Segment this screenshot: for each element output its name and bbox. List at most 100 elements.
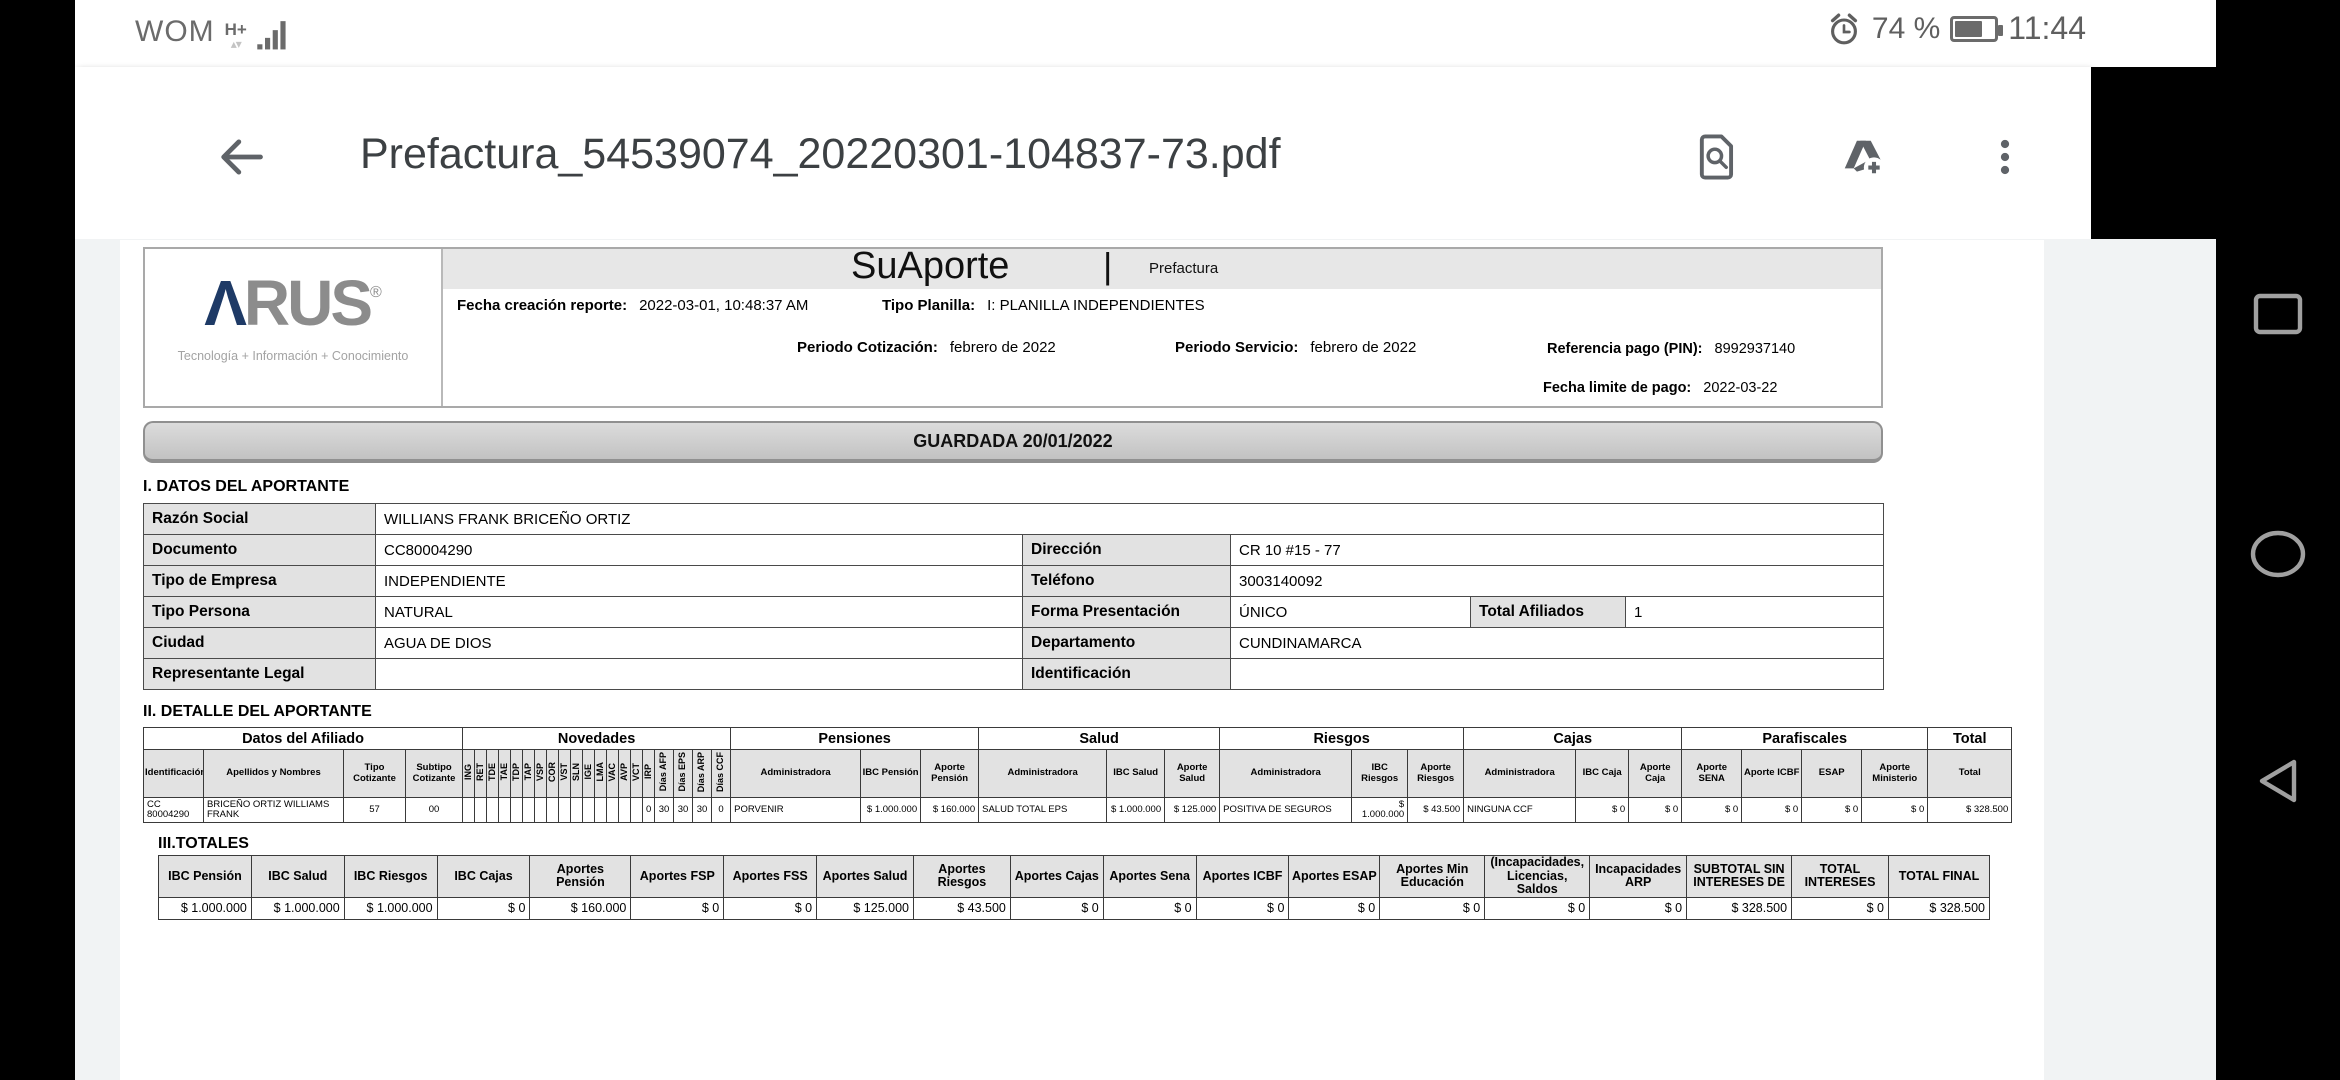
cell: $ 1.000.000	[1106, 797, 1166, 823]
back-button[interactable]	[2250, 753, 2306, 809]
arus-logo: ΛRUS® Tecnología + Información + Conocim…	[145, 249, 443, 406]
column-group: Cajas	[1463, 727, 1683, 750]
field-referencia-pago: Referencia pago (PIN): 8992937140	[1547, 341, 1796, 357]
home-button[interactable]	[2250, 526, 2306, 582]
page-title: Prefactura_54539074_20220301-104837-73.p…	[360, 130, 1281, 178]
column-header: Aportes Salud	[816, 855, 914, 898]
cell	[594, 797, 608, 823]
column-header: Administradora	[730, 749, 862, 798]
column-header: Días EPS	[673, 749, 694, 798]
column-header: Aporte Ministerio	[1861, 749, 1929, 798]
cell: $ 0	[1484, 896, 1591, 920]
column-header: VST	[558, 749, 572, 798]
cell: 30	[654, 797, 675, 823]
logo-tagline: Tecnología + Información + Conocimiento	[177, 349, 409, 363]
pdf-viewer-toolbar: Prefactura_54539074_20220301-104837-73.p…	[75, 67, 2091, 239]
column-header: Administradora	[1463, 749, 1577, 798]
section2-title: II. DETALLE DEL APORTANTE	[143, 703, 372, 720]
pdf-content-area[interactable]: ΛRUS® Tecnología + Información + Conocim…	[75, 239, 2216, 1080]
column-header: SUBTOTAL SIN INTERESES DE	[1686, 855, 1793, 898]
cell: $ 0	[1195, 896, 1290, 920]
cell	[618, 797, 632, 823]
cell: $ 0	[1288, 896, 1381, 920]
registered-mark: ®	[370, 284, 382, 301]
cell: $ 43.500	[912, 896, 1011, 920]
column-header: Total	[1927, 749, 2013, 798]
cell	[558, 797, 572, 823]
column-header: Administradora	[1219, 749, 1353, 798]
cell: 30	[692, 797, 713, 823]
cell: $ 0	[1575, 797, 1630, 823]
toolbar-actions	[1691, 131, 2031, 183]
column-header: IBC Salud	[250, 855, 345, 898]
table-row: Tipo Persona NATURAL Forma Presentación …	[143, 596, 1884, 628]
cell: $ 328.500	[1887, 896, 1991, 920]
table-row: Documento CC80004290 Dirección CR 10 #15…	[143, 534, 1884, 566]
field-fecha-limite: Fecha limite de pago: 2022-03-22	[1543, 380, 1778, 396]
column-header: Días ARP	[692, 749, 713, 798]
cell: $ 1.000.000	[158, 896, 252, 920]
status-banner: GUARDADA 20/01/2022	[143, 421, 1883, 463]
column-header: IBC Riesgos	[343, 855, 438, 898]
totales-table: IBC Pensión IBC Salud IBC Riesgos IBC Cajas…	[158, 855, 1991, 920]
column-header: Días CCF	[711, 749, 732, 798]
column-header: IBC Pensión	[158, 855, 252, 898]
table-row: CC 80004290 BRICEÑO ORTIZ WILLIAMS FRANK 5…	[143, 797, 2013, 823]
cell: $ 1.000.000	[1351, 797, 1409, 823]
table-row: Razón Social WILLIANS FRANK BRICEÑO ORTI…	[143, 503, 1884, 535]
column-header: Apellidos y Nombres	[203, 749, 344, 798]
column-header: Aportes Min Educación	[1379, 855, 1486, 898]
cell: POSITIVA DE SEGUROS	[1219, 797, 1353, 823]
column-header: (Incapacidades, Licencias, Saldos	[1484, 855, 1591, 898]
product-name: SuAporte	[851, 245, 1010, 287]
title-divider: |	[1103, 245, 1113, 286]
column-group: Riesgos	[1219, 727, 1465, 750]
data-activity-arrows: ▴▾	[230, 37, 242, 51]
column-header: ING	[462, 749, 476, 798]
cell: 0	[642, 797, 656, 823]
cell: $ 0	[1379, 896, 1486, 920]
find-in-document-icon[interactable]	[1691, 131, 1743, 183]
cell: 00	[404, 797, 464, 823]
cell: $ 0	[1741, 797, 1803, 823]
table-row: Ciudad AGUA DE DIOS Departamento CUNDINA…	[143, 627, 1884, 659]
column-header: TDE	[486, 749, 500, 798]
column-header: Subtipo Cotizante	[404, 749, 464, 798]
column-header: Aporte Salud	[1164, 749, 1221, 798]
cell: 0	[711, 797, 732, 823]
cell: $ 1.000.000	[860, 797, 922, 823]
column-header: TOTAL INTERESES	[1791, 855, 1889, 898]
column-group: Parafiscales	[1681, 727, 1929, 750]
more-vertical-icon[interactable]	[1979, 131, 2031, 183]
table-row: Tipo de Empresa INDEPENDIENTE Teléfono 3…	[143, 565, 1884, 597]
battery-percent-label: 74 %	[1871, 11, 1941, 45]
alarm-clock-icon	[1830, 13, 1857, 44]
cell	[486, 797, 500, 823]
column-header: Aportes ESAP	[1288, 855, 1381, 898]
column-header: ESAP	[1801, 749, 1863, 798]
column-header: TOTAL FINAL	[1887, 855, 1991, 898]
column-header: Aportes Pensión	[529, 855, 632, 898]
column-header: SLN	[570, 749, 584, 798]
add-to-drive-icon[interactable]	[1835, 131, 1887, 183]
signal-bars-icon	[257, 21, 286, 50]
back-arrow-button[interactable]	[215, 131, 267, 183]
column-header: RET	[474, 749, 488, 798]
recents-button[interactable]	[2250, 286, 2306, 342]
table-row: Representante Legal Identificación	[143, 658, 1884, 690]
section3-title: III.TOTALES	[158, 835, 249, 852]
column-header: Incapacidades ARP	[1589, 855, 1688, 898]
battery-icon	[1950, 15, 2004, 42]
column-header: TAE	[498, 749, 512, 798]
cell: $ 0	[1628, 797, 1683, 823]
cell: $ 125.000	[816, 896, 914, 920]
detalle-table: Datos del Afiliado Novedades Pensiones Salu…	[142, 727, 2013, 823]
cell: $ 0	[1009, 896, 1104, 920]
column-header: VCT	[630, 749, 644, 798]
cell: $ 0	[1861, 797, 1929, 823]
section1-title: I. DATOS DEL APORTANTE	[143, 478, 350, 495]
column-header: Aportes Riesgos	[912, 855, 1011, 898]
cell	[582, 797, 596, 823]
report-title-band: SuAporte | Prefactura	[443, 245, 1881, 289]
